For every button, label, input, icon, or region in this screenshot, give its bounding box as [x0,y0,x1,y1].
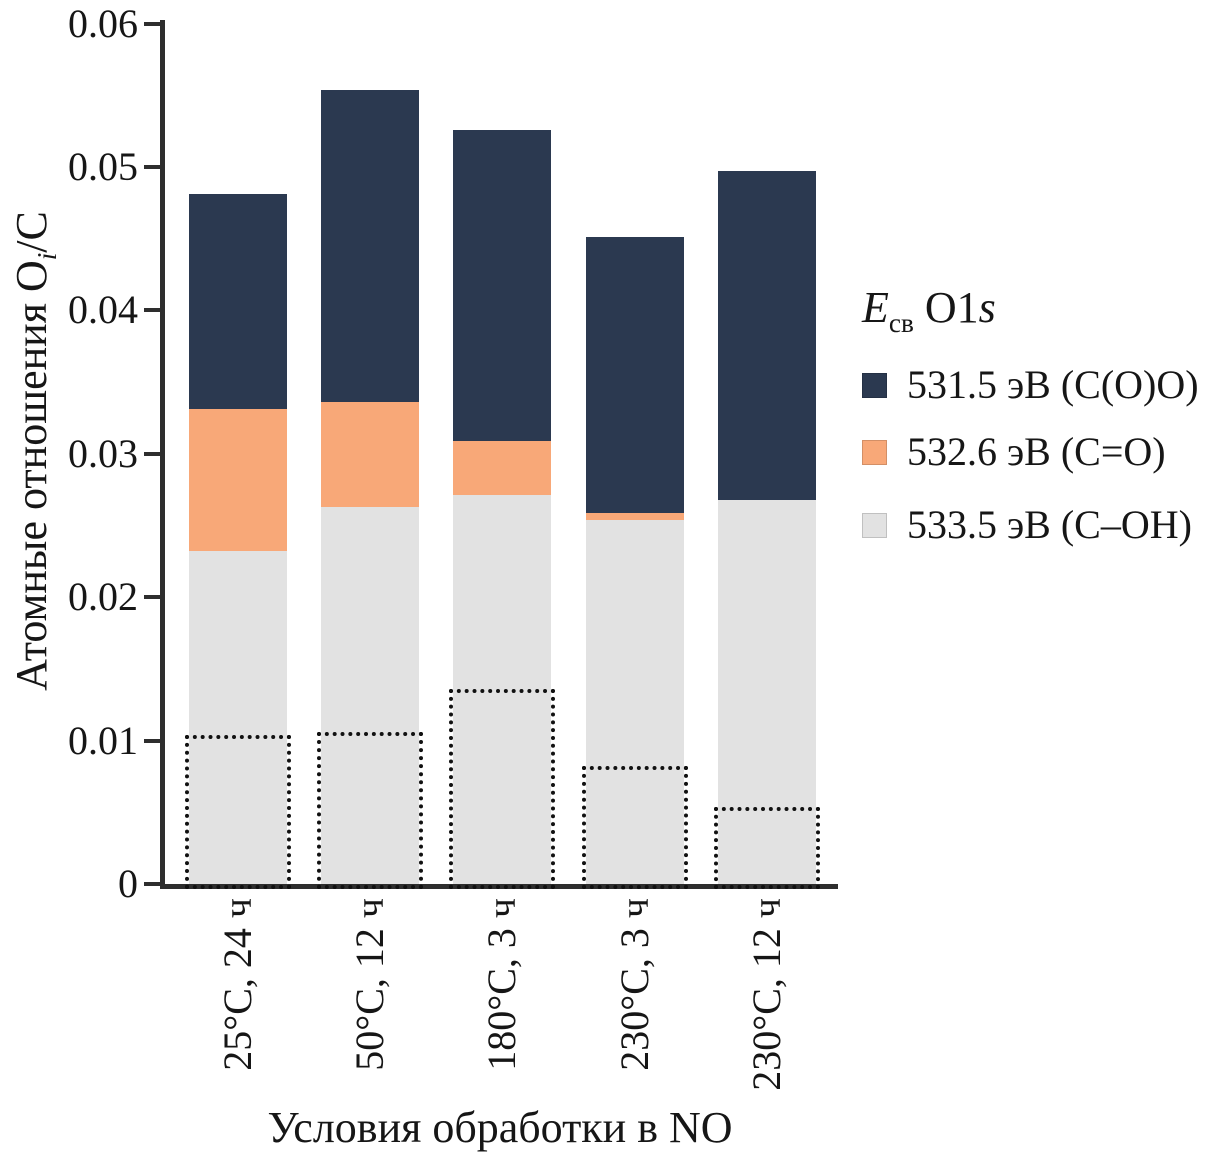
legend-swatch-navy [862,372,887,398]
bar-segment [189,551,287,884]
bar-segment [718,499,816,884]
bar-segment [586,519,684,884]
legend-item-label: 533.5 эВ (C–OH) [907,502,1192,547]
dotted-overlay-box [449,688,555,889]
y-axis-title-subscript: i [31,252,62,261]
legend-item-533-5: 533.5 эВ (C–OH) [862,501,1192,549]
bar-segment [586,237,684,513]
y-tick-mark [144,738,160,743]
y-tick-mark [144,882,160,886]
legend-title: Eсв O1s [862,282,996,336]
y-tick-mark [144,21,160,26]
legend-title-subscript: св [888,307,914,338]
bar-segment [321,89,419,403]
bar-segment [189,409,287,552]
x-axis-title: Условия обработки в NO [267,1103,733,1152]
legend-title-symbol: E [862,283,889,332]
legend-title-rest: O1 [913,283,979,332]
bar-segment [189,194,287,410]
legend-item-label: 532.6 эВ (C=O) [907,429,1166,474]
y-axis-title-text: Атомные отношения O [7,260,56,691]
legend-item-532-6: 532.6 эВ (C=O) [862,428,1166,476]
y-tick-mark [144,308,160,313]
dotted-overlay-box [582,766,688,889]
dotted-overlay-box [317,731,423,889]
y-tick-label: 0.03 [68,430,138,476]
legend-item-label: 531.5 эВ (C(O)O) [907,362,1199,407]
bar-segment [586,512,684,520]
y-axis-spine [160,20,165,889]
dotted-overlay-box [185,734,291,889]
y-tick-label: 0.02 [68,574,138,620]
y-tick-label: 0.04 [68,287,138,333]
legend-swatch-orange [862,439,887,465]
bar-segment [453,129,551,441]
legend-swatch-gray [862,512,887,538]
y-tick-label: 0.06 [68,0,138,46]
y-tick-label: 0.05 [68,144,138,189]
bar-segment [453,440,551,496]
legend-item-531-5: 531.5 эВ (C(O)O) [862,361,1199,409]
y-tick-label: 0 [118,861,138,906]
y-tick-mark [144,165,160,169]
legend-title-orbital: s [978,283,996,332]
y-tick-mark [144,451,160,456]
y-tick-label: 0.01 [68,717,138,763]
y-axis-title-rest: /C [7,211,56,253]
y-tick-mark [144,595,160,600]
bar-segment [321,506,419,884]
bar-segment [321,402,419,507]
bar-segment [718,171,816,500]
dotted-overlay-box [714,806,820,889]
y-axis-title: Атомные отношения Oi/C [7,161,62,741]
